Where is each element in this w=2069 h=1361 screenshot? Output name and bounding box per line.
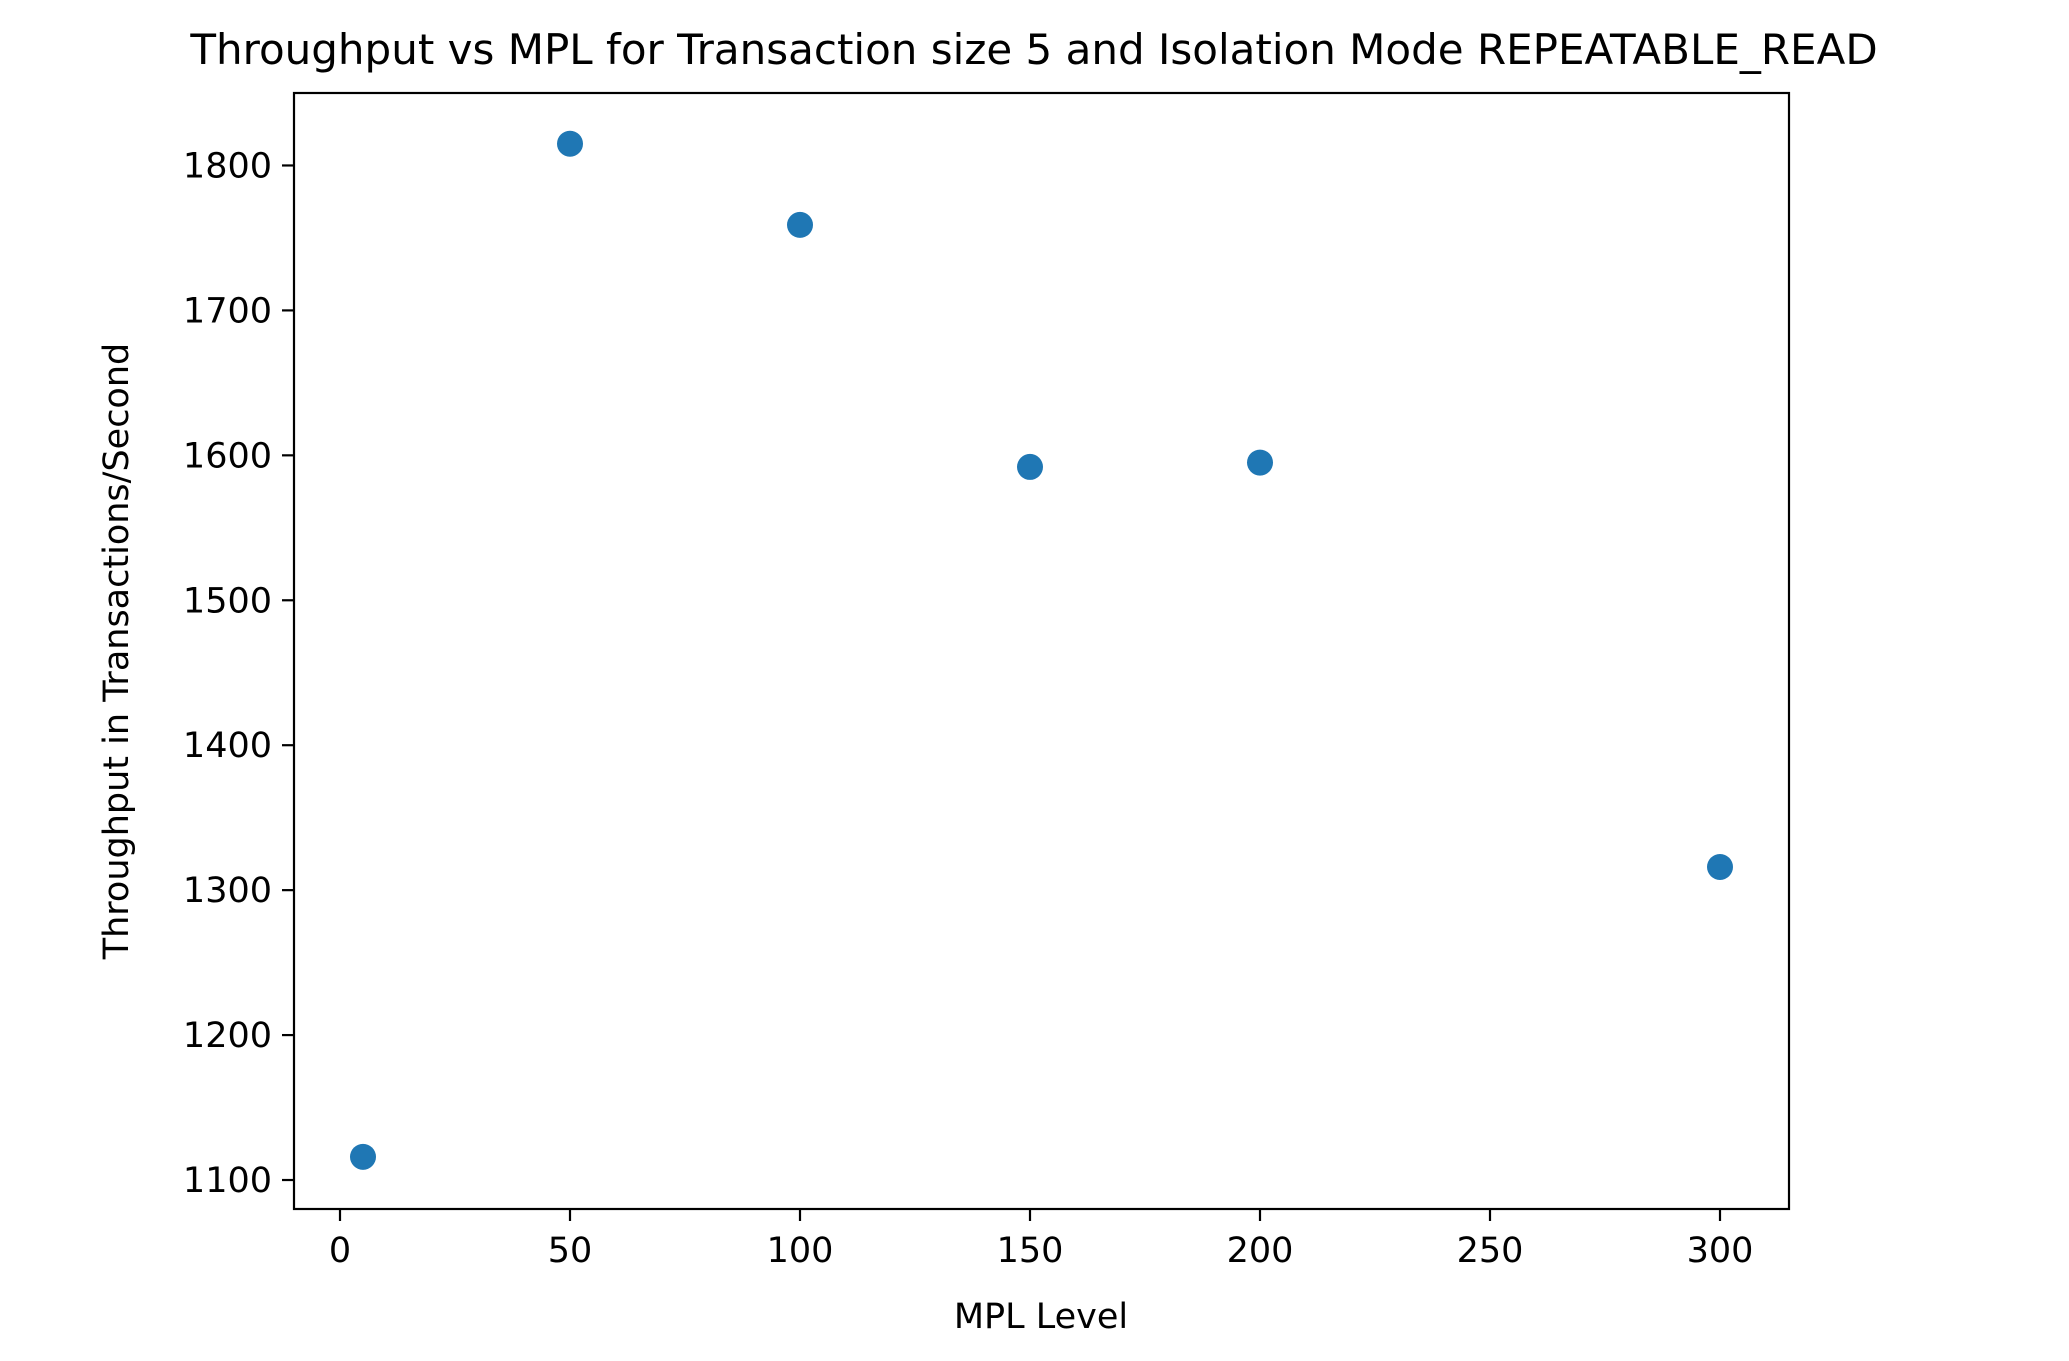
x-tick-label: 50 — [548, 1231, 593, 1271]
x-tick-label: 100 — [767, 1231, 834, 1271]
x-tick-label: 300 — [1687, 1231, 1754, 1271]
scatter-point — [557, 130, 583, 157]
scatter-point — [1017, 453, 1043, 480]
plot-area-frame — [292, 91, 1791, 1211]
scatter-point — [787, 211, 813, 238]
y-axis-ticks: 1100 1200 1300 1400 1500 1600 1700 1800 — [183, 146, 294, 1201]
scatter-point — [1707, 853, 1733, 880]
y-axis-label: Throughput in Transactions/Second — [97, 343, 137, 961]
x-tick-label: 250 — [1457, 1231, 1524, 1271]
y-tick-label: 1800 — [183, 146, 272, 186]
x-tick-label: 200 — [1227, 1231, 1294, 1271]
y-tick-label: 1100 — [183, 1161, 272, 1201]
y-tick-label: 1400 — [183, 726, 272, 766]
y-tick-label: 1600 — [183, 436, 272, 476]
x-axis-ticks: 0 50 100 150 200 250 300 — [329, 1209, 1754, 1271]
x-tick-label: 150 — [997, 1231, 1064, 1271]
y-tick-label: 1700 — [183, 291, 272, 331]
x-tick-label: 0 — [329, 1231, 351, 1271]
x-axis-label: MPL Level — [954, 1297, 1128, 1337]
data-points — [350, 130, 1733, 1170]
chart-title: Throughput vs MPL for Transaction size 5… — [189, 25, 1877, 74]
y-tick-label: 1500 — [183, 581, 272, 621]
scatter-point — [350, 1143, 376, 1170]
scatter-point — [1247, 449, 1273, 476]
y-tick-label: 1300 — [183, 871, 272, 911]
y-tick-label: 1200 — [183, 1016, 272, 1056]
